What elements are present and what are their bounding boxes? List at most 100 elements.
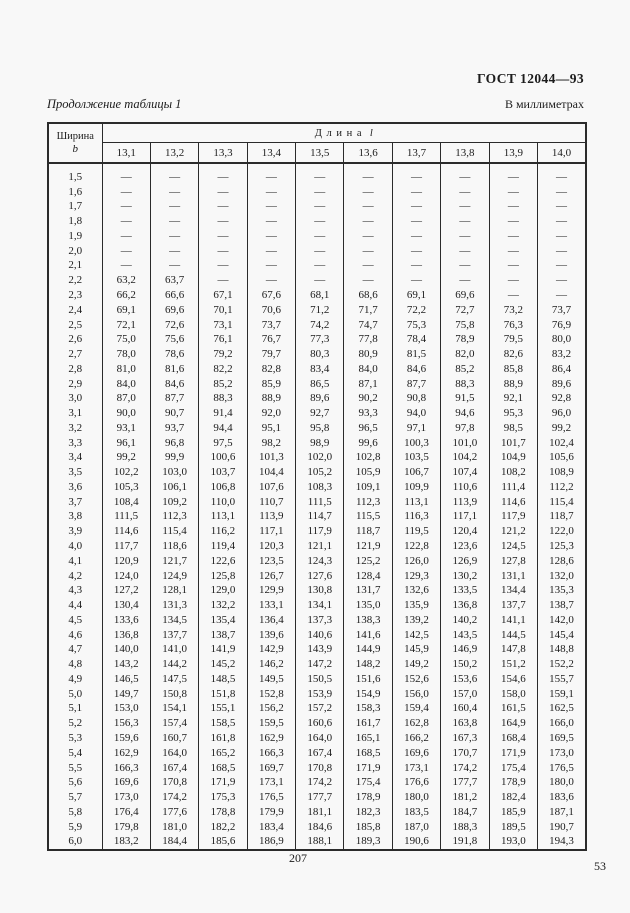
- length-value-cell: 85,2: [440, 361, 490, 377]
- length-value-cell: 125,3: [537, 539, 587, 554]
- length-value-cell: 81,5: [391, 347, 442, 362]
- length-value-cell: 108,3: [295, 480, 345, 495]
- width-value-cell: 3,9: [47, 524, 103, 540]
- length-value-cell: 152,6: [391, 672, 442, 687]
- length-value-cell: —: [198, 273, 248, 289]
- length-value-cell: 129,3: [391, 568, 442, 584]
- length-value-cell: 170,8: [149, 775, 200, 791]
- length-value-cell: 88,3: [440, 376, 490, 392]
- length-value-cell: 66,2: [101, 288, 151, 303]
- width-value-cell: 1,7: [47, 199, 103, 215]
- table-row: 3,9 114,6 115,4 116,2 117,1 117,9 118,7 119,5 12…: [47, 524, 587, 540]
- length-value-cell: —: [295, 229, 345, 244]
- length-value-cell: —: [440, 258, 490, 274]
- length-value-cell: 113,1: [198, 509, 248, 525]
- length-value-cell: 125,2: [343, 553, 393, 569]
- length-value-cell: 79,7: [246, 347, 297, 362]
- length-value-cell: 78,4: [391, 332, 442, 348]
- length-value-cell: 144,5: [488, 627, 539, 643]
- length-value-cell: 166,3: [101, 760, 151, 776]
- length-value-cell: 101,3: [246, 450, 297, 466]
- length-value-cell: —: [488, 288, 539, 303]
- length-value-cell: 155,1: [198, 701, 248, 717]
- length-value-cell: 89,6: [537, 376, 587, 392]
- length-value-cell: 160,6: [295, 716, 345, 732]
- length-header-label: Д л и н а: [314, 127, 363, 139]
- length-value-cell: 135,4: [198, 612, 248, 628]
- length-col-header: 14,0: [537, 142, 587, 164]
- length-value-cell: 185,8: [343, 819, 393, 835]
- length-value-cell: 124,0: [101, 568, 151, 584]
- length-value-cell: 74,2: [295, 317, 345, 333]
- length-value-cell: 138,3: [343, 612, 393, 628]
- length-value-cell: 141,9: [198, 642, 248, 658]
- length-value-cell: 120,3: [246, 539, 297, 554]
- length-value-cell: —: [440, 243, 490, 259]
- table-row: 2,9 84,0 84,6 85,2 85,9 86,5 87,1 87,7 88,3 88,9 8…: [47, 376, 587, 392]
- width-value-cell: 2,8: [47, 361, 103, 377]
- length-value-cell: —: [343, 163, 393, 185]
- length-value-cell: 166,3: [246, 745, 297, 761]
- length-value-cell: —: [391, 214, 442, 230]
- length-value-cell: —: [246, 229, 297, 244]
- table-row: 4,5 133,6 134,5 135,4 136,4 137,3 138,3 139,2 14…: [47, 612, 587, 628]
- length-value-cell: 148,8: [537, 642, 587, 658]
- length-value-cell: 112,2: [537, 480, 587, 495]
- table-row: 3,3 96,1 96,8 97,5 98,2 98,9 99,6 100,3 101,0 101…: [47, 435, 587, 451]
- width-header-symbol: b: [72, 142, 79, 155]
- length-value-cell: —: [488, 184, 539, 200]
- length-value-cell: 131,7: [343, 583, 393, 599]
- length-value-cell: 105,6: [537, 450, 587, 466]
- length-value-cell: 104,2: [440, 450, 490, 466]
- length-value-cell: —: [391, 273, 442, 289]
- length-col-header: 13,9: [488, 142, 539, 164]
- length-value-cell: —: [440, 184, 490, 200]
- length-value-cell: —: [149, 199, 200, 215]
- length-value-cell: 94,6: [440, 406, 490, 422]
- length-value-cell: 184,4: [149, 834, 200, 851]
- length-value-row: 13,1 13,2 13,3 13,4 13,5 13,6 13,7 13,8 13,9 14,0: [48, 142, 587, 164]
- length-value-cell: 157,0: [440, 686, 490, 702]
- table-row: 4,2 124,0 124,9 125,8 126,7 127,6 128,4 129,3 13…: [47, 568, 587, 584]
- length-value-cell: 189,5: [488, 819, 539, 835]
- length-value-cell: 82,2: [198, 361, 248, 377]
- length-value-cell: —: [198, 258, 248, 274]
- length-value-cell: 88,3: [198, 391, 248, 407]
- table-row: 4,1 120,9 121,7 122,6 123,5 124,3 125,2 126,0 12…: [47, 553, 587, 569]
- caption-row: Продолжение таблицы 1 В миллиметрах: [47, 97, 584, 112]
- length-value-cell: 130,4: [101, 598, 151, 613]
- length-value-cell: 126,7: [246, 568, 297, 584]
- table-row: 4,3 127,2 128,1 129,0 129,9 130,8 131,7 132,6 13…: [47, 583, 587, 599]
- width-value-cell: 2,9: [47, 376, 103, 392]
- length-value-cell: 115,4: [149, 524, 200, 540]
- width-value-cell: 5,3: [47, 731, 103, 746]
- length-value-cell: 90,2: [343, 391, 393, 407]
- length-value-cell: 162,5: [537, 701, 587, 717]
- length-value-cell: —: [391, 184, 442, 200]
- width-value-cell: 4,9: [47, 672, 103, 687]
- length-value-cell: 183,4: [246, 819, 297, 835]
- length-value-cell: 78,6: [149, 347, 200, 362]
- length-value-cell: 117,9: [488, 509, 539, 525]
- length-value-cell: 148,5: [198, 672, 248, 687]
- length-value-cell: 72,6: [149, 317, 200, 333]
- length-value-cell: —: [537, 184, 587, 200]
- length-value-cell: 146,9: [440, 642, 490, 658]
- length-value-cell: 85,2: [198, 376, 248, 392]
- table-row: 3,5 102,2 103,0 103,7 104,4 105,2 105,9 106,7 10…: [47, 465, 587, 481]
- length-value-cell: 103,5: [391, 450, 442, 466]
- length-value-cell: 63,2: [101, 273, 151, 289]
- length-value-cell: 128,6: [537, 553, 587, 569]
- width-value-cell: 1,8: [47, 214, 103, 230]
- length-value-cell: 76,7: [246, 332, 297, 348]
- width-value-cell: 3,3: [47, 435, 103, 451]
- length-value-cell: 102,8: [343, 450, 393, 466]
- length-value-cell: 95,1: [246, 421, 297, 436]
- length-value-cell: 78,9: [440, 332, 490, 348]
- table-header: Ширина b Д л и н а l 13,1 13,2 13,3 13,4 13,…: [47, 122, 587, 164]
- length-value-cell: 87,7: [149, 391, 200, 407]
- length-value-cell: 142,0: [537, 612, 587, 628]
- length-value-cell: 100,3: [391, 435, 442, 451]
- length-value-cell: 146,2: [246, 657, 297, 673]
- width-value-cell: 4,8: [47, 657, 103, 673]
